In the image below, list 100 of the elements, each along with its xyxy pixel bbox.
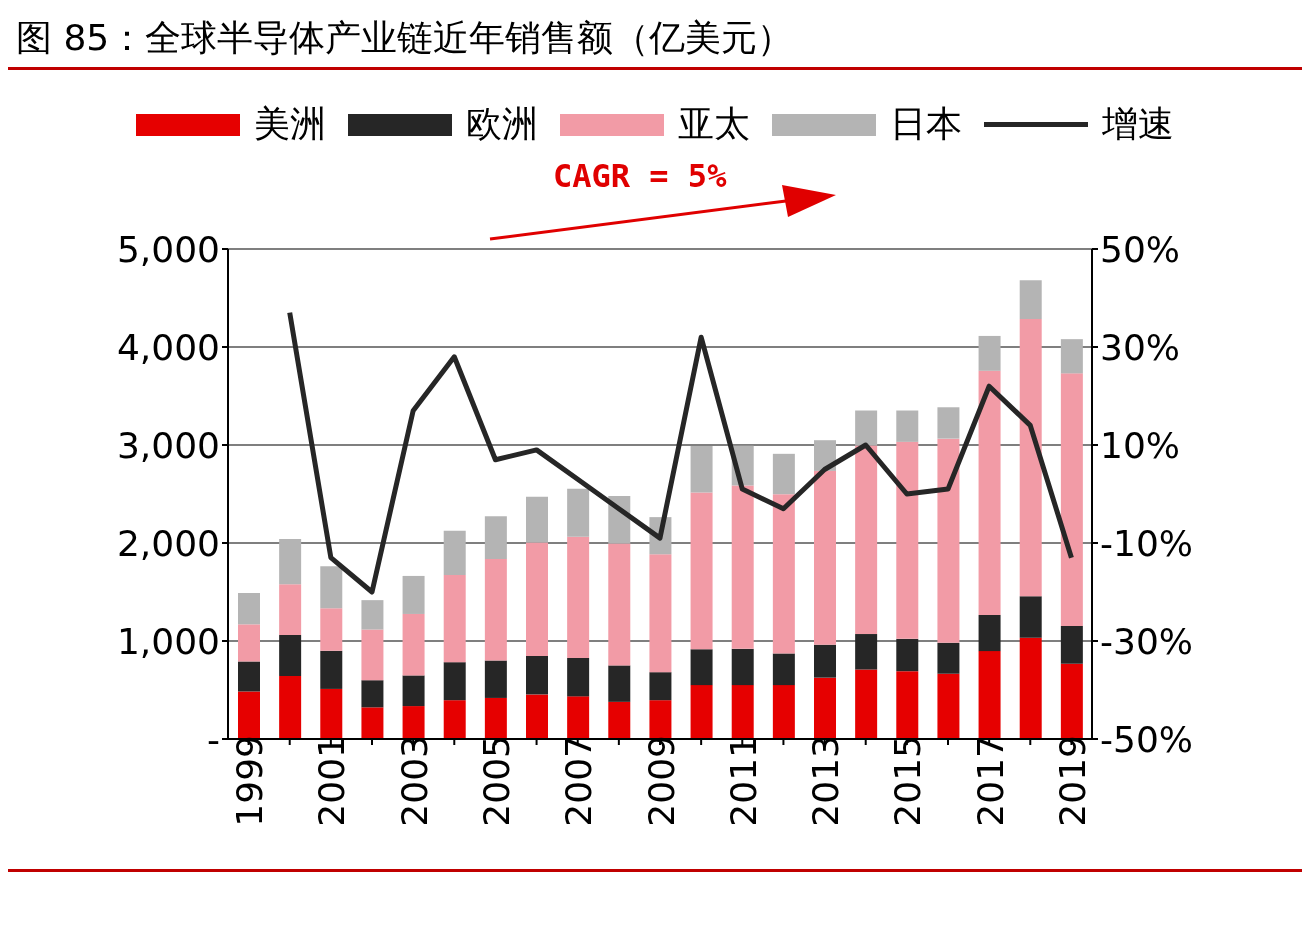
bar [443, 662, 466, 701]
bar [526, 694, 548, 739]
bar [484, 660, 507, 698]
bar [772, 653, 795, 686]
bar [978, 651, 1001, 739]
legend-label: 日本 [890, 102, 962, 146]
chart-title: 图 85：全球半导体产业链近年销售额（亿美元） [15, 16, 795, 60]
bar [567, 488, 590, 537]
bar [937, 407, 960, 439]
bar [361, 629, 384, 681]
y2-tick-label: -30% [1100, 620, 1194, 662]
bar [608, 665, 631, 702]
legend-label: 美洲 [254, 102, 326, 146]
bar [814, 470, 836, 645]
y-tick-label: 3,000 [116, 424, 220, 466]
bar [1060, 625, 1083, 664]
bar [279, 635, 302, 676]
bar [320, 608, 343, 651]
y-tick-label: 1,000 [116, 620, 220, 662]
x-tick-label: 2013 [805, 735, 847, 827]
x-tick-label: 2001 [311, 735, 353, 827]
bar [238, 592, 260, 625]
y2-tick-label: 30% [1100, 326, 1181, 368]
bar [896, 410, 919, 442]
bar [690, 445, 713, 493]
x-tick-label: 2019 [1051, 735, 1093, 827]
y2-tick-label: 10% [1100, 424, 1181, 466]
bar [649, 700, 672, 739]
bar [320, 650, 343, 689]
bar [567, 536, 590, 658]
bar [731, 685, 754, 739]
bar [238, 691, 260, 739]
bar [896, 671, 919, 739]
bar [937, 438, 960, 643]
bar [238, 624, 260, 662]
x-tick-label: 2007 [558, 735, 600, 827]
bar [443, 700, 466, 739]
bar [855, 669, 878, 739]
bar [772, 453, 795, 495]
bar [978, 335, 1001, 371]
x-tick-label: 2017 [969, 735, 1011, 827]
bar [1019, 280, 1042, 320]
bar [772, 494, 795, 654]
bar [608, 543, 631, 666]
bar [772, 685, 795, 739]
bar [937, 673, 960, 739]
bar [937, 642, 960, 674]
bar [567, 657, 590, 697]
bar [361, 600, 384, 630]
bar [279, 584, 302, 636]
y-tick-label: 4,000 [116, 326, 220, 368]
bar [1060, 373, 1083, 626]
y-tick-label: - [207, 718, 220, 760]
bar [402, 575, 425, 614]
bar [1019, 319, 1042, 597]
bar [402, 675, 425, 707]
bar [649, 672, 672, 701]
bar [320, 688, 343, 739]
legend-label: 欧洲 [466, 102, 538, 146]
bar [526, 496, 548, 543]
legend-label: 亚太 [678, 102, 750, 146]
x-tick-label: 2015 [887, 735, 929, 827]
bar [814, 644, 836, 678]
bar [814, 677, 836, 739]
bar [690, 649, 713, 686]
bar [731, 485, 754, 649]
bar [649, 554, 672, 673]
bar [690, 492, 713, 650]
bar [855, 410, 878, 446]
x-tick-label: 2009 [640, 735, 682, 827]
bar [896, 638, 919, 672]
bar [855, 445, 878, 635]
bar [402, 613, 425, 676]
bar [484, 516, 507, 560]
bar [238, 661, 260, 692]
x-tick-label: 2011 [722, 735, 764, 827]
bar [484, 697, 507, 739]
bar [731, 648, 754, 686]
bar [690, 685, 713, 739]
bar [402, 706, 425, 739]
y2-tick-label: 50% [1100, 228, 1181, 270]
y2-tick-label: -50% [1100, 718, 1194, 760]
text: CAGR = 5% [553, 157, 727, 195]
bar [443, 530, 466, 575]
bar [526, 542, 548, 656]
bar [978, 370, 1001, 615]
bar [1060, 663, 1083, 739]
y-tick-label: 5,000 [116, 228, 220, 270]
bar [320, 566, 343, 609]
legend-label: 增速 [1102, 102, 1174, 146]
y2-tick-label: -10% [1100, 522, 1194, 564]
bar [526, 655, 548, 695]
bar [1019, 637, 1042, 739]
bar [1060, 339, 1083, 374]
bar [567, 696, 590, 739]
x-tick-label: 1999 [229, 735, 271, 827]
y-tick-label: 2,000 [116, 522, 220, 564]
bar [361, 707, 384, 739]
bar [361, 680, 384, 708]
bar [443, 574, 466, 663]
